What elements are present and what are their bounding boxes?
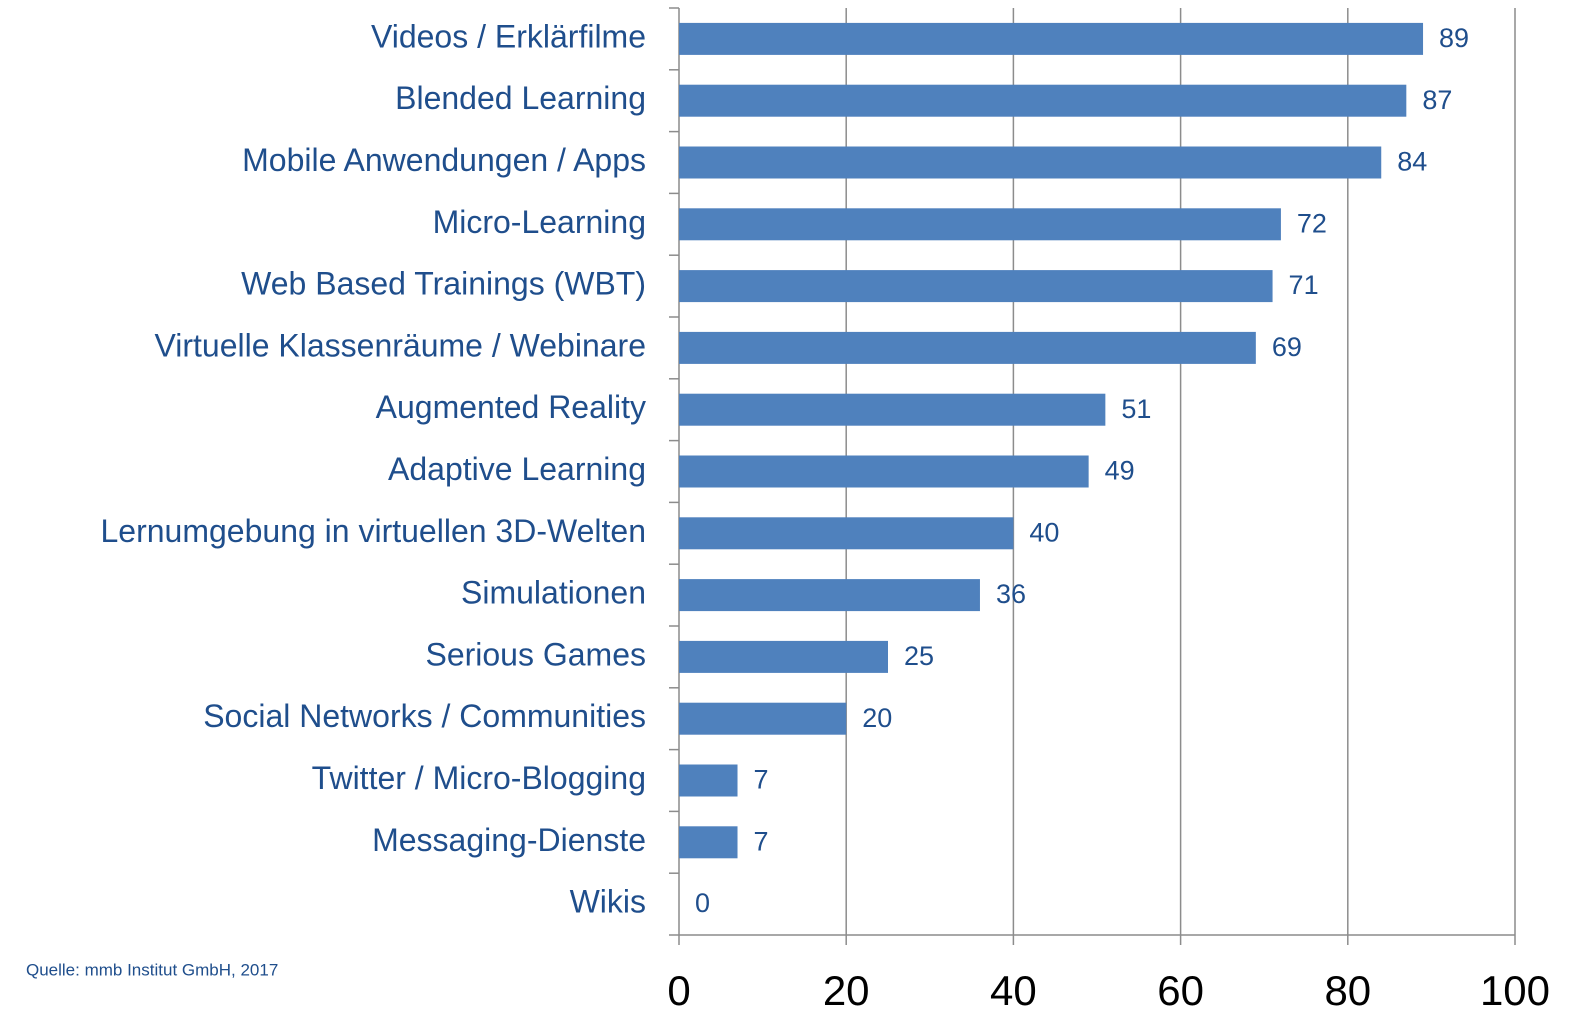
bar — [679, 270, 1273, 303]
bar — [679, 84, 1407, 117]
category-label: Social Networks / Communities — [203, 698, 646, 734]
x-tick-label: 0 — [667, 967, 690, 1014]
value-label: 69 — [1272, 332, 1302, 362]
x-tick-label: 80 — [1324, 967, 1371, 1014]
bar — [679, 146, 1382, 179]
category-label: Augmented Reality — [376, 389, 646, 425]
category-label: Adaptive Learning — [388, 451, 646, 487]
value-label: 72 — [1297, 208, 1327, 238]
bar — [679, 826, 738, 859]
category-label: Videos / Erklärfilme — [371, 18, 646, 54]
category-label: Virtuelle Klassenräume / Webinare — [154, 327, 646, 363]
category-label: Mobile Anwendungen / Apps — [242, 142, 646, 178]
x-tick-label: 100 — [1480, 967, 1550, 1014]
category-label: Serious Games — [425, 636, 646, 672]
bar — [679, 393, 1106, 426]
bar — [679, 517, 1014, 550]
value-label: 7 — [754, 765, 769, 795]
value-label: 40 — [1029, 517, 1059, 547]
bar — [679, 208, 1281, 241]
value-label: 71 — [1289, 270, 1319, 300]
bar — [679, 764, 738, 797]
bar — [679, 22, 1424, 55]
bar — [679, 579, 980, 612]
category-label: Web Based Trainings (WBT) — [241, 266, 646, 302]
value-label: 25 — [904, 641, 934, 671]
x-tick-label: 60 — [1157, 967, 1204, 1014]
value-label: 87 — [1422, 85, 1452, 115]
value-label: 84 — [1397, 147, 1427, 177]
value-label: 7 — [754, 826, 769, 856]
value-label: 36 — [996, 579, 1026, 609]
category-label: Blended Learning — [395, 80, 646, 116]
bar — [679, 702, 847, 735]
category-label: Twitter / Micro-Blogging — [312, 760, 646, 796]
category-label: Wikis — [570, 884, 646, 920]
category-label: Micro-Learning — [433, 204, 646, 240]
x-tick-label: 40 — [990, 967, 1037, 1014]
bar — [679, 331, 1256, 364]
source: Quelle: mmb Institut GmbH, 2017 — [26, 960, 278, 979]
category-label: Simulationen — [461, 575, 646, 611]
x-tick-label: 20 — [823, 967, 870, 1014]
category-label: Lernumgebung in virtuellen 3D-Welten — [101, 513, 647, 549]
bar — [679, 455, 1089, 488]
bar — [679, 640, 888, 673]
value-label: 49 — [1105, 456, 1135, 486]
value-label: 89 — [1439, 23, 1469, 53]
value-label: 20 — [862, 703, 892, 733]
value-label: 51 — [1121, 394, 1151, 424]
value-label: 0 — [695, 888, 710, 918]
category-label: Messaging-Dienste — [372, 822, 646, 858]
